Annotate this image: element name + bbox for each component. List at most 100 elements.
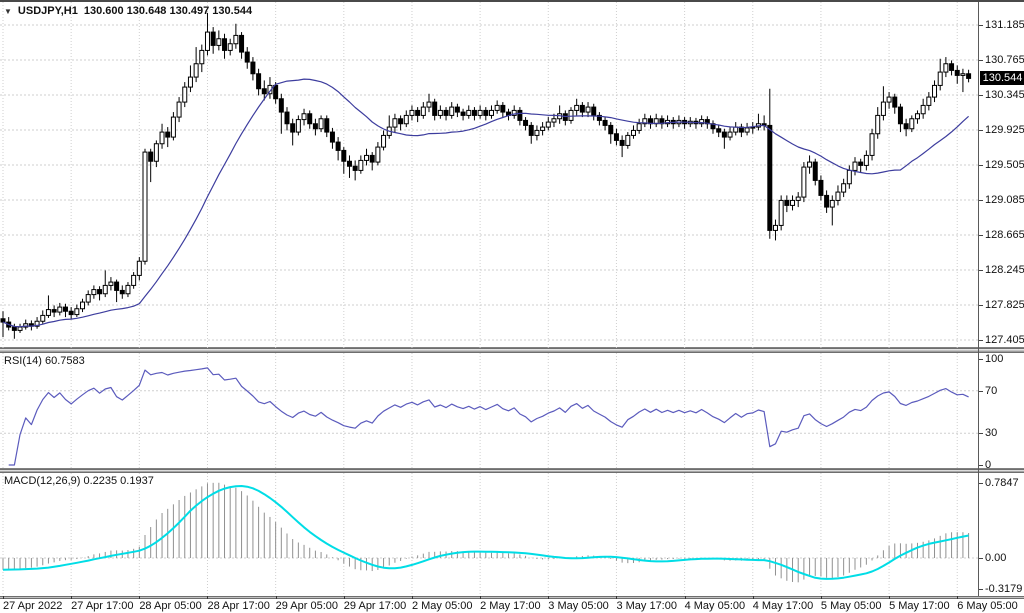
candle-body — [352, 165, 358, 171]
axis-tick — [979, 359, 983, 360]
candle-body — [812, 161, 818, 181]
candle-body — [636, 123, 642, 131]
macd-label: MACD(12,26,9) 0.2235 0.1937 — [4, 475, 154, 487]
candle-body — [142, 151, 148, 262]
candle-body — [545, 121, 551, 128]
candle-body — [613, 133, 619, 141]
price-axis-label: 127.405 — [985, 333, 1024, 346]
candle-body — [500, 104, 506, 113]
candle-body — [0, 318, 6, 323]
macd-chart-canvas[interactable] — [0, 473, 1024, 596]
candle-body — [778, 199, 784, 226]
candle-body — [852, 161, 858, 171]
candle-body — [795, 196, 801, 201]
rsi-axis-label: 70 — [985, 384, 998, 397]
candle-body — [278, 98, 284, 113]
candle-body — [204, 31, 210, 51]
candle-body — [80, 301, 86, 310]
candle-body — [335, 141, 341, 151]
candle-body — [250, 61, 256, 75]
axis-tick — [979, 94, 983, 96]
time-axis-label: 5 May 17:00 — [889, 600, 950, 612]
candle-body — [517, 109, 523, 121]
candle-body — [790, 199, 796, 206]
candle-body — [165, 131, 171, 138]
candle-body — [398, 118, 404, 125]
time-axis[interactable]: 27 Apr 2022 27 Apr 17:00 28 Apr 05:00 28 Ap… — [0, 599, 1024, 613]
symbol-period-label: USDJPY,H1 — [17, 5, 78, 17]
candle-body — [244, 51, 250, 63]
candle-body — [443, 109, 449, 116]
rsi-indicator-panel[interactable]: RSI(14) 60.7583 — [0, 353, 1024, 469]
candle-body — [608, 124, 614, 135]
time-axis-tick — [480, 596, 482, 599]
time-axis-label: 5 May 05:00 — [820, 600, 882, 612]
time-axis-tick — [71, 596, 73, 599]
candle-body — [602, 119, 608, 126]
candle-body — [528, 124, 534, 136]
candle-body — [233, 34, 239, 45]
candle-body — [829, 199, 835, 208]
time-axis-tick — [3, 596, 4, 599]
macd-indicator-panel[interactable]: MACD(12,26,9) 0.2235 0.1937 — [0, 473, 1024, 596]
candle-body — [727, 131, 733, 138]
time-axis-tick — [820, 596, 822, 599]
candle-body — [591, 106, 597, 116]
time-axis-label: 29 Apr 17:00 — [343, 600, 407, 612]
candlestick-chart-canvas[interactable] — [0, 2, 1024, 348]
macd-axis-label: 0.00 — [985, 552, 1007, 564]
candle-body — [943, 63, 949, 73]
time-axis-label: 28 Apr 05:00 — [139, 600, 202, 612]
candle-body — [721, 131, 727, 138]
candle-body — [466, 109, 472, 116]
candle-body — [420, 106, 426, 116]
candle-body — [329, 131, 335, 143]
axis-tick — [979, 129, 983, 131]
axis-tick — [979, 25, 983, 26]
candle-body — [261, 88, 267, 95]
current-price-tag: 130.544 — [980, 71, 1024, 86]
price-axis-label: 131.185 — [985, 19, 1024, 31]
price-axis[interactable]: 130.544 131.185 130.765 130.345 129.925 129.… — [978, 2, 1024, 596]
candle-body — [880, 101, 886, 116]
time-axis-label: 28 Apr 17:00 — [207, 600, 270, 612]
panel-splitter-rsi-macd[interactable] — [0, 469, 1024, 473]
time-axis-bar[interactable] — [0, 596, 1024, 599]
time-axis-label: 4 May 17:00 — [752, 600, 814, 612]
chevron-down-icon[interactable]: ▼ — [4, 6, 12, 16]
candle-body — [716, 128, 722, 133]
rsi-chart-canvas[interactable] — [0, 353, 1024, 469]
panel-splitter-price-rsi[interactable] — [0, 348, 1024, 353]
candle-body — [91, 289, 97, 296]
candle-body — [97, 289, 103, 295]
time-axis-tick — [139, 596, 141, 599]
candle-body — [182, 86, 188, 103]
candle-body — [460, 111, 466, 116]
candle-body — [534, 129, 540, 136]
candle-body — [369, 154, 375, 163]
candle-body — [62, 306, 68, 312]
candle-body — [148, 151, 154, 162]
candle-body — [449, 106, 455, 116]
candle-body — [17, 326, 23, 331]
candle-body — [375, 146, 381, 163]
time-axis-tick — [616, 596, 618, 599]
candle-body — [835, 191, 841, 201]
axis-tick — [979, 433, 983, 435]
candle-body — [68, 310, 74, 316]
candle-body — [841, 183, 847, 193]
candle-body — [540, 126, 546, 131]
time-axis-tick — [343, 596, 345, 599]
candle-body — [926, 96, 932, 106]
price-chart-panel[interactable] — [0, 2, 1024, 348]
candle-body — [131, 274, 137, 286]
time-axis-label: 27 Apr 17:00 — [71, 600, 134, 612]
axis-tick — [979, 164, 983, 166]
candle-body — [199, 49, 205, 65]
candle-body — [51, 309, 57, 313]
candle-body — [193, 63, 199, 78]
rsi-label: RSI(14) 60.7583 — [4, 355, 85, 367]
candle-body — [153, 143, 159, 162]
price-axis-label: 130.765 — [985, 53, 1024, 66]
